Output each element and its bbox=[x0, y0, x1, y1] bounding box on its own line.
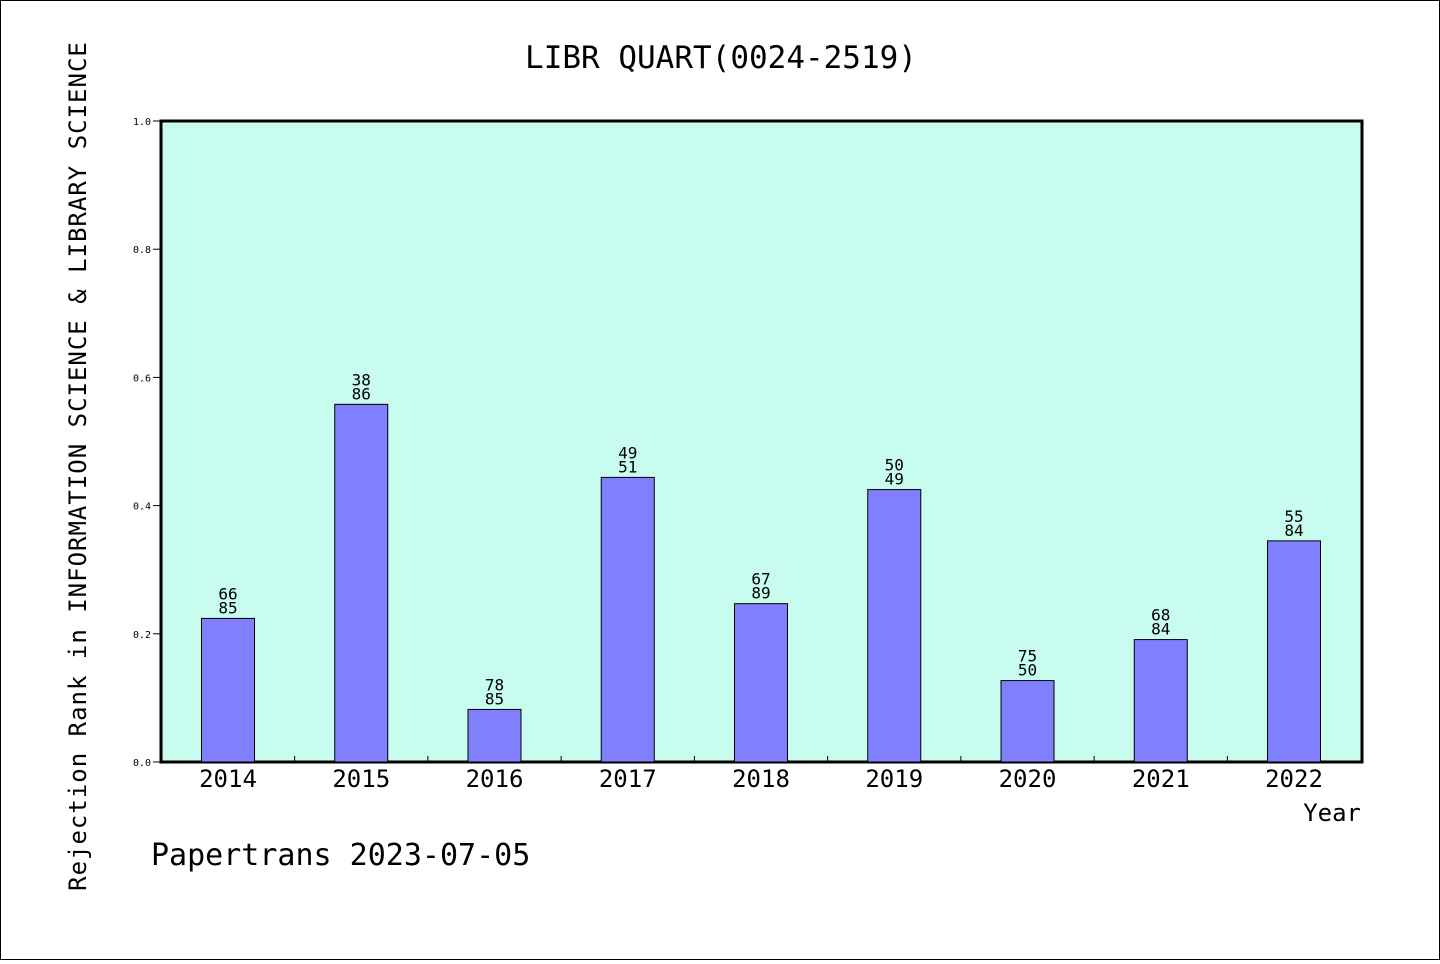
bar-2014 bbox=[201, 617, 255, 763]
bar-label-bottom-2017: 51 bbox=[618, 457, 637, 476]
bar-label-bottom-2016: 85 bbox=[485, 689, 504, 708]
x-tick-label: 2014 bbox=[199, 765, 257, 793]
bar-2020 bbox=[1000, 680, 1055, 763]
bar-label-bottom-2020: 50 bbox=[1018, 661, 1037, 680]
bar-2019 bbox=[867, 489, 922, 763]
bar-label-bottom-2022: 84 bbox=[1284, 521, 1303, 540]
y-tick-label: 0.8 bbox=[133, 245, 151, 256]
bar-2017 bbox=[600, 476, 655, 763]
x-tick-label: 2016 bbox=[466, 765, 524, 793]
bar-label-top-2018: 67 bbox=[751, 570, 770, 589]
bar-label-top-2022: 55 bbox=[1284, 507, 1303, 526]
y-tick-label: 0.4 bbox=[133, 502, 151, 513]
y-tick-label: 0.0 bbox=[133, 758, 151, 769]
y-tick-label: 0.2 bbox=[133, 630, 151, 641]
bar-label-bottom-2018: 89 bbox=[751, 584, 770, 603]
bar-2018 bbox=[734, 603, 788, 763]
bar-label-bottom-2014: 85 bbox=[218, 598, 237, 617]
bar-label-top-2016: 78 bbox=[485, 675, 504, 694]
y-tick-label: 0.6 bbox=[133, 373, 151, 384]
y-axis-ticks: 0.0 0.2 0.4 0.6 0.8 1.0 bbox=[133, 117, 161, 769]
bar-2022 bbox=[1267, 540, 1321, 763]
x-tick-label: 2022 bbox=[1265, 765, 1323, 793]
y-tick-label: 1.0 bbox=[133, 117, 151, 128]
x-axis-ticks: 2014 2015 2016 2017 2018 2019 2020 2021 2022 bbox=[199, 756, 1323, 793]
bar-label-top-2014: 66 bbox=[218, 584, 237, 603]
bar-label-top-2019: 50 bbox=[885, 456, 904, 475]
y-axis-label: Rejection Rank in INFORMATION SCIENCE & … bbox=[64, 41, 92, 891]
bar-label-bottom-2015: 86 bbox=[352, 384, 371, 403]
x-tick-label: 2021 bbox=[1132, 765, 1190, 793]
bar-label-top-2021: 68 bbox=[1151, 606, 1170, 625]
bar-label-top-2015: 38 bbox=[352, 370, 371, 389]
x-tick-label: 2019 bbox=[865, 765, 923, 793]
footer-credit: Papertrans 2023-07-05 bbox=[151, 838, 530, 873]
chart-title: LIBR QUART(0024-2519) bbox=[525, 40, 917, 76]
bar-2021 bbox=[1133, 639, 1188, 763]
x-tick-label: 2018 bbox=[732, 765, 790, 793]
bar-label-top-2017: 49 bbox=[618, 443, 637, 462]
x-tick-label: 2020 bbox=[999, 765, 1057, 793]
x-tick-label: 2017 bbox=[599, 765, 657, 793]
x-axis-label: Year bbox=[1303, 799, 1361, 827]
bar-label-top-2020: 75 bbox=[1018, 647, 1037, 666]
bar-label-bottom-2019: 49 bbox=[885, 470, 904, 489]
x-tick-label: 2015 bbox=[332, 765, 390, 793]
bar-2016 bbox=[467, 708, 522, 763]
bar-2015 bbox=[334, 403, 389, 763]
bar-label-bottom-2021: 84 bbox=[1151, 620, 1170, 639]
